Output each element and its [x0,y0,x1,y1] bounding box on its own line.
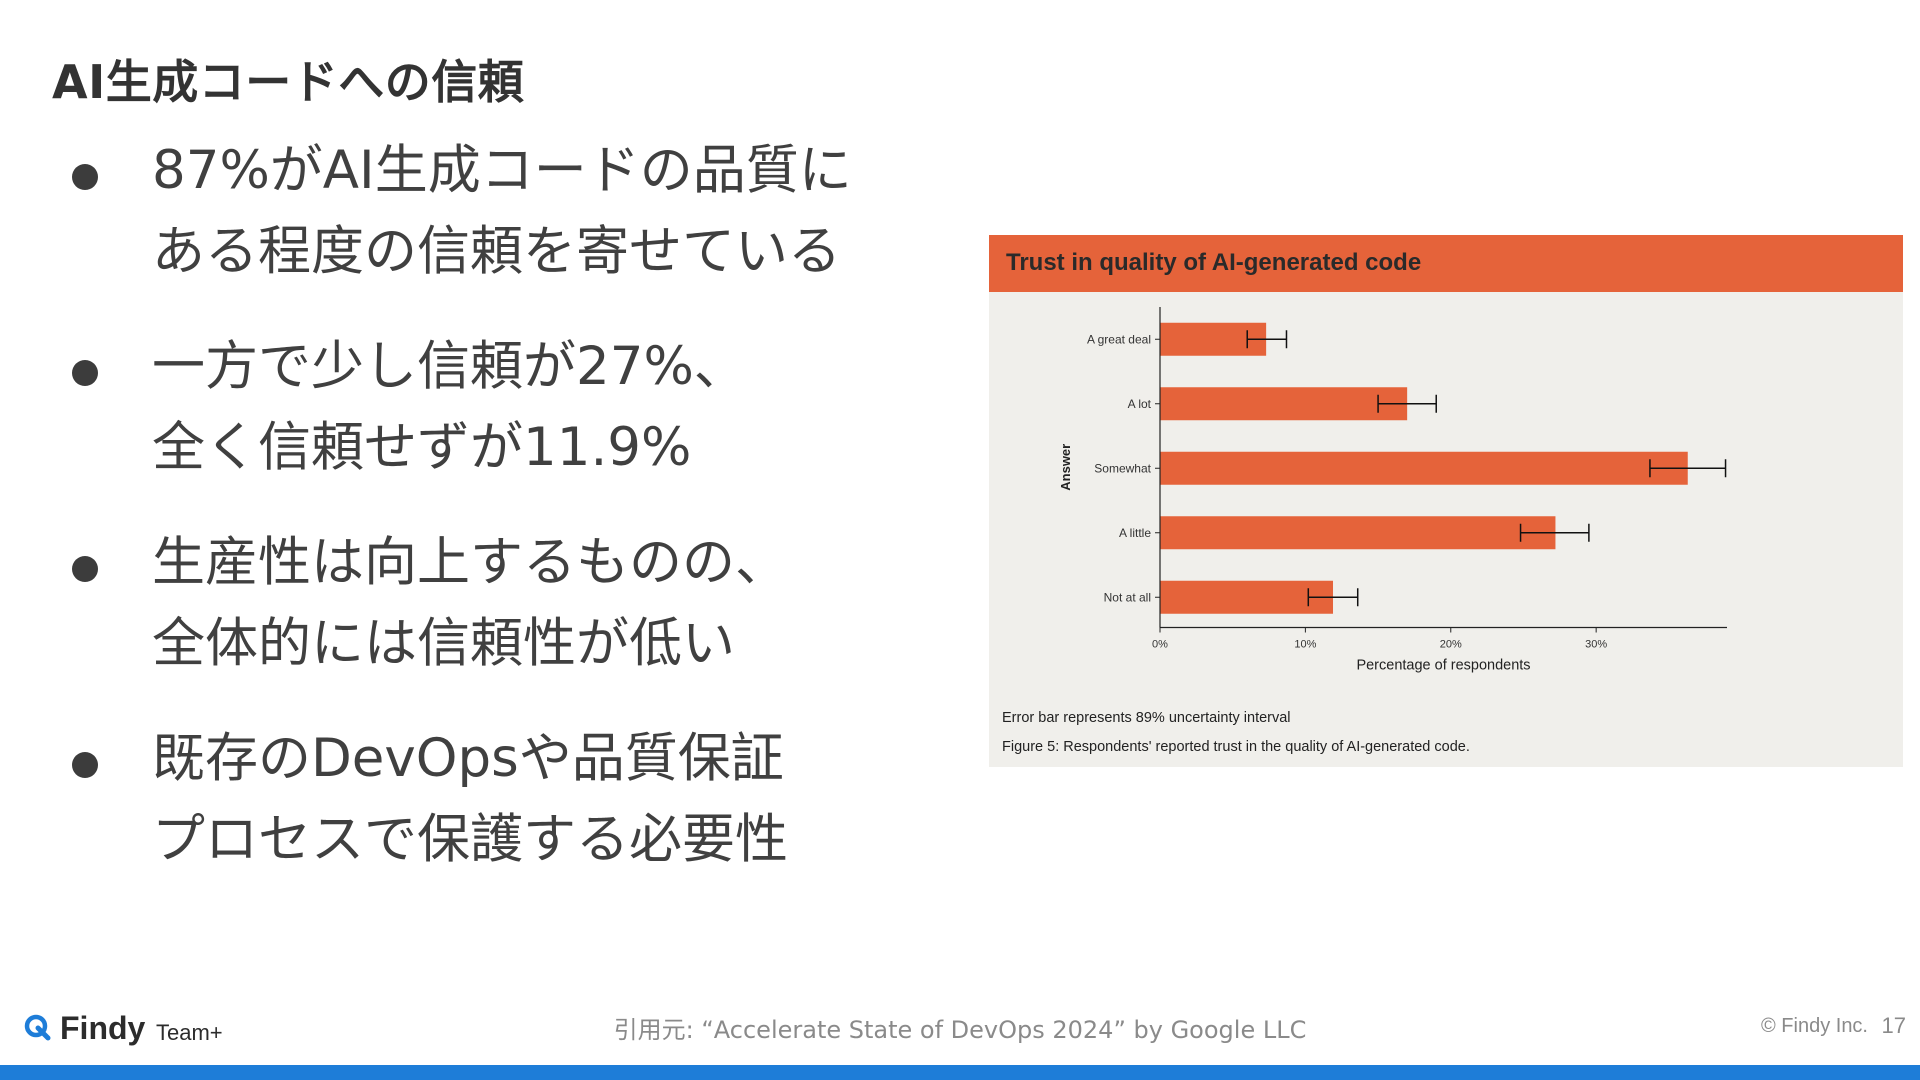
y-axis-title: Answer [1058,444,1073,491]
bullet-dot-icon [72,752,98,778]
trust-bar-chart: A great deal A lot Somewhat A little Not at … [1058,307,1727,674]
chart-title: Trust in quality of AI-generated code [1006,249,1422,276]
chart-note-uncertainty: Error bar represents 89% uncertainty int… [1002,710,1291,726]
bullet-text: 一方で少し信頼が27%、 [152,336,747,397]
citation-text: 引用元: “Accelerate State of DevOps 2024” b… [613,1016,1307,1044]
bullet-dot-icon [72,556,98,582]
y-tick-label-3: A little [1119,526,1151,540]
bullet-text: ある程度の信頼を寄せている [152,221,841,282]
footer-bar [0,1065,1920,1080]
bullet-item: 生産性は向上するものの、 全体的には信頼性が低い [62,522,942,684]
bar-2 [1160,451,1688,485]
findy-q-icon [24,1014,51,1041]
chart-header: Trust in quality of AI-generated code [989,235,1903,292]
x-tick-label-0: 0% [1152,639,1168,651]
y-tick-label-0: A great deal [1087,332,1151,346]
copyright-text: © Findy Inc. [1761,1015,1868,1037]
bullet-text: 全く信頼せずが11.9% [152,417,692,478]
y-tick-label-4: Not at all [1104,590,1151,604]
x-tick-label-2: 20% [1440,639,1462,651]
bullet-dot-icon [72,164,98,190]
chart-panel: Trust in quality of AI-generated code A … [989,235,1903,767]
bullet-dot-icon [72,360,98,386]
bullet-text: 87%がAI生成コードの品質に [152,140,852,201]
bar-1 [1160,387,1408,421]
bar-3 [1160,516,1556,550]
bullet-item: 87%がAI生成コードの品質に ある程度の信頼を寄せている [62,130,942,292]
chart-caption: Figure 5: Respondents' reported trust in… [1002,739,1470,755]
bullet-item: 一方で少し信頼が27%、 全く信頼せずが11.9% [62,326,942,488]
y-tick-label-1: A lot [1128,397,1152,411]
bullet-item: 既存のDevOpsや品質保証 プロセスで保護する必要性 [62,718,942,880]
slide-title: AI生成コードへの信頼 [52,55,525,109]
bullet-list: 87%がAI生成コードの品質に ある程度の信頼を寄せている 一方で少し信頼が27… [62,130,942,914]
bullet-text: プロセスで保護する必要性 [152,809,788,870]
bullet-text: 全体的には信頼性が低い [152,613,735,674]
bullet-text: 生産性は向上するものの、 [152,532,788,593]
x-tick-label-3: 30% [1585,639,1607,651]
logo-wordmark: Findy [60,1010,146,1046]
page-number: 17 [1881,1013,1906,1038]
bullet-text: 既存のDevOpsや品質保証 [152,728,784,789]
bar-4 [1160,580,1334,614]
x-tick-label-1: 10% [1294,639,1316,651]
x-axis-title: Percentage of respondents [1356,658,1530,674]
logo-product: Team+ [156,1020,223,1045]
y-tick-label-2: Somewhat [1094,461,1151,475]
